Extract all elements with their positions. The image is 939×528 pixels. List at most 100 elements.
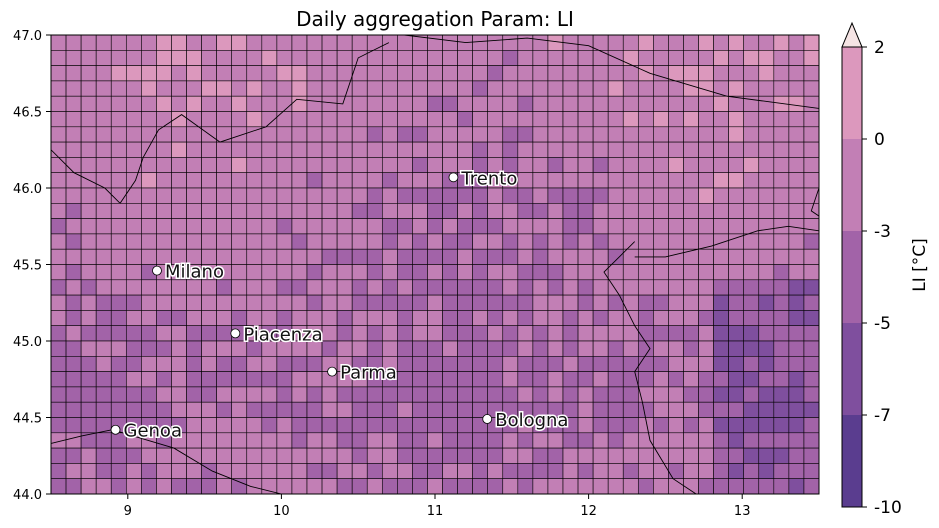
grid-cell <box>366 264 383 281</box>
grid-cell <box>156 95 172 112</box>
grid-cell <box>412 463 428 479</box>
grid-cell <box>381 187 398 204</box>
grid-cell <box>622 432 639 449</box>
grid-cell <box>803 49 819 66</box>
grid-cell <box>668 463 684 479</box>
grid-cell <box>336 248 353 265</box>
grid-cell <box>321 478 338 494</box>
grid-cell <box>517 325 534 342</box>
grid-cell <box>80 264 97 281</box>
grid-cell <box>427 248 443 265</box>
grid-cell <box>427 417 443 434</box>
grid-cell <box>171 95 187 112</box>
grid-cell <box>201 141 217 158</box>
grid-cell <box>427 35 443 51</box>
grid-cell <box>412 172 428 189</box>
grid-cell <box>261 49 278 66</box>
grid-cell <box>743 172 760 189</box>
grid-cell <box>412 432 428 449</box>
grid-cell <box>65 294 82 311</box>
grid-cell <box>788 417 805 434</box>
grid-cell <box>276 172 293 189</box>
grid-cell <box>216 111 233 128</box>
grid-cell <box>713 340 729 357</box>
grid-cell <box>276 279 293 296</box>
colorbar-band <box>842 139 862 231</box>
grid-cell <box>171 172 187 189</box>
grid-cell <box>577 401 594 418</box>
grid-cell <box>306 401 323 418</box>
grid-cell <box>321 187 338 204</box>
grid-cell <box>186 65 202 82</box>
grid-cell <box>321 248 338 265</box>
grid-cell <box>517 279 534 296</box>
grid-cell <box>201 478 217 494</box>
grid-cell <box>622 279 639 296</box>
grid-cell <box>110 463 127 479</box>
grid-cell <box>216 49 233 66</box>
grid-cell <box>698 35 714 51</box>
grid-cell <box>336 478 353 494</box>
grid-cell <box>427 264 443 281</box>
grid-cell <box>171 141 187 158</box>
grid-cell <box>156 80 172 97</box>
city-label: Genoa <box>124 421 182 442</box>
grid-cell <box>743 325 760 342</box>
grid-cell <box>351 157 368 173</box>
grid-cell <box>577 172 594 189</box>
grid-cell <box>442 279 458 296</box>
grid-cell <box>291 80 308 97</box>
grid-cell <box>683 111 699 128</box>
grid-cell <box>442 401 458 418</box>
colorbar-extend-max <box>841 21 863 48</box>
grid-cell <box>502 95 519 112</box>
grid-cell <box>713 35 729 51</box>
grid-cell <box>472 294 489 311</box>
grid-cell <box>637 126 654 143</box>
grid-cell <box>231 95 248 112</box>
grid-cell <box>683 126 699 143</box>
grid-cell <box>201 218 217 235</box>
grid-cell <box>65 187 82 204</box>
grid-cell <box>381 432 398 449</box>
grid-cell <box>713 325 729 342</box>
grid-cell <box>110 355 127 372</box>
grid-cell <box>773 264 790 281</box>
grid-cell <box>683 203 699 219</box>
grid-cell <box>668 248 684 265</box>
grid-cell <box>261 203 278 219</box>
grid-cell <box>366 248 383 265</box>
grid-cell <box>231 111 248 128</box>
grid-cell <box>231 49 248 66</box>
grid-cell <box>457 187 473 204</box>
grid-cell <box>803 463 819 479</box>
grid-cell <box>713 401 729 418</box>
grid-cell <box>171 447 187 464</box>
grid-cell <box>788 279 805 296</box>
grid-cell <box>472 203 489 219</box>
grid-cell <box>472 325 489 342</box>
grid-cell <box>276 187 293 204</box>
grid-cell <box>231 35 248 51</box>
grid-cell <box>397 187 413 204</box>
grid-cell <box>758 80 775 97</box>
grid-cell <box>637 432 654 449</box>
grid-cell <box>713 80 729 97</box>
grid-cell <box>472 126 489 143</box>
grid-cell <box>246 141 263 158</box>
grid-cell <box>788 478 805 494</box>
grid-cell <box>336 401 353 418</box>
grid-cell <box>683 417 699 434</box>
grid-cell <box>306 386 323 403</box>
grid-cell <box>743 310 760 326</box>
grid-cell <box>171 49 187 66</box>
grid-cell <box>698 463 714 479</box>
city-marker <box>152 265 162 276</box>
x-tick-label: 11 <box>427 504 444 519</box>
grid-cell <box>321 386 338 403</box>
grid-cell <box>65 417 82 434</box>
grid-cell <box>683 340 699 357</box>
grid-cell <box>457 203 473 219</box>
grid-cell <box>427 203 443 219</box>
grid-cell <box>201 340 217 357</box>
